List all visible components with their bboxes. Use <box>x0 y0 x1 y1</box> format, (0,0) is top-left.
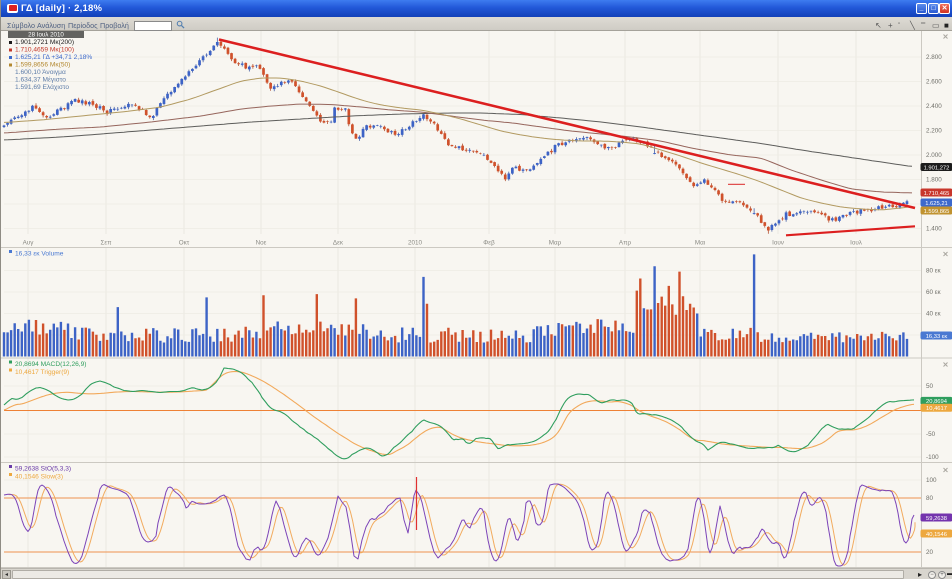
svg-text:10,4617: 10,4617 <box>926 406 947 412</box>
svg-text:20: 20 <box>926 549 934 556</box>
svg-text:1.625,21: 1.625,21 <box>925 201 948 207</box>
svg-text:1.901,272: 1.901,272 <box>924 165 950 171</box>
svg-text:1.600,10 Άνοιγμα: 1.600,10 Άνοιγμα <box>15 69 66 76</box>
svg-text:2.200: 2.200 <box>926 128 942 135</box>
svg-text:2.800: 2.800 <box>926 54 942 61</box>
svg-text:60 εκ: 60 εκ <box>926 289 942 296</box>
svg-text:16,33 εκ Volume: 16,33 εκ Volume <box>15 251 64 258</box>
svg-text:Δεκ: Δεκ <box>333 240 344 247</box>
svg-text:1.634,37 Μέγιστο: 1.634,37 Μέγιστο <box>15 76 66 84</box>
svg-text:1.800: 1.800 <box>926 177 942 184</box>
svg-text:20,8694: 20,8694 <box>926 399 948 405</box>
svg-text:1.591,69 Ελάχιστο: 1.591,69 Ελάχιστο <box>15 83 69 91</box>
svg-text:Μαρ: Μαρ <box>549 240 562 247</box>
svg-text:80 εκ: 80 εκ <box>926 268 942 275</box>
svg-text:80: 80 <box>926 495 934 502</box>
svg-text:28 Ιουλ 2010: 28 Ιουλ 2010 <box>28 31 64 38</box>
svg-text:1.710,4659 Μκ(100): 1.710,4659 Μκ(100) <box>15 47 74 54</box>
svg-text:Αυγ: Αυγ <box>23 240 35 247</box>
svg-text:1.599,865: 1.599,865 <box>924 209 950 215</box>
svg-text:Ιουν: Ιουν <box>772 240 784 247</box>
svg-text:Οκτ: Οκτ <box>179 240 190 247</box>
svg-text:100: 100 <box>926 477 937 484</box>
svg-text:50: 50 <box>926 383 934 390</box>
svg-text:40,1546 Slow(3): 40,1546 Slow(3) <box>15 474 63 481</box>
svg-text:16,33 εκ: 16,33 εκ <box>926 334 948 340</box>
svg-text:Νοε: Νοε <box>256 240 267 247</box>
svg-text:Φεβ: Φεβ <box>483 240 495 247</box>
svg-text:Ιουλ: Ιουλ <box>850 240 863 247</box>
svg-text:2.600: 2.600 <box>926 79 942 86</box>
svg-text:2.400: 2.400 <box>926 103 942 110</box>
svg-text:1.710,465: 1.710,465 <box>924 191 950 197</box>
svg-text:10,4617 Trigger(9): 10,4617 Trigger(9) <box>15 369 69 376</box>
svg-text:1.599,8656 Μκ(50): 1.599,8656 Μκ(50) <box>15 62 70 69</box>
svg-text:2010: 2010 <box>408 240 423 247</box>
svg-text:Σεπ: Σεπ <box>100 240 112 247</box>
svg-text:1.625,21 ΓΔ +34,71 2,18%: 1.625,21 ΓΔ +34,71 2,18% <box>15 54 92 61</box>
svg-text:Μαι: Μαι <box>695 240 706 247</box>
svg-text:59,2638 StO(5,3,3): 59,2638 StO(5,3,3) <box>15 466 71 473</box>
svg-text:20,8694 MACD(12,26,9): 20,8694 MACD(12,26,9) <box>15 361 86 368</box>
svg-text:-100: -100 <box>926 454 939 461</box>
svg-text:59,2638: 59,2638 <box>926 516 947 522</box>
svg-text:2.000: 2.000 <box>926 152 942 159</box>
svg-text:1.400: 1.400 <box>926 226 942 233</box>
svg-text:1.901,2721 Μκ(200): 1.901,2721 Μκ(200) <box>15 39 74 46</box>
svg-text:Απρ: Απρ <box>619 240 632 247</box>
svg-text:40 εκ: 40 εκ <box>926 311 942 318</box>
svg-text:-50: -50 <box>926 431 936 438</box>
svg-text:40,1546: 40,1546 <box>926 532 947 538</box>
